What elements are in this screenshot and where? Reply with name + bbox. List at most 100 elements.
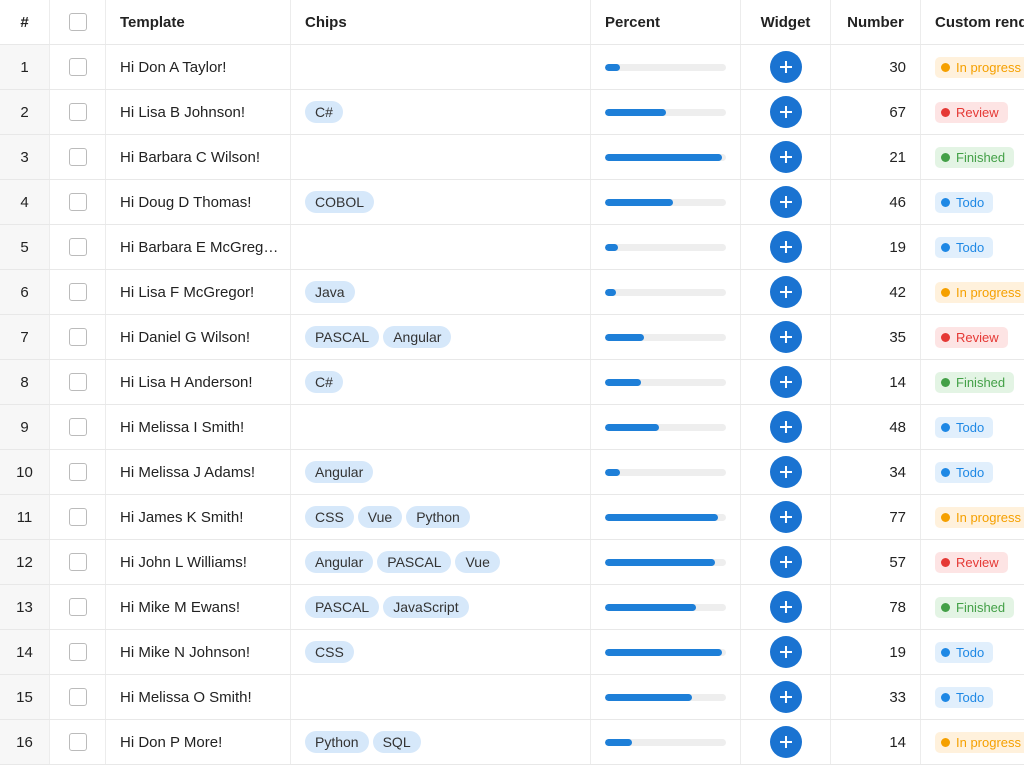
- status-cell: Todo: [921, 675, 1024, 719]
- row-checkbox[interactable]: [68, 373, 87, 391]
- table-row: 12 Hi John L Williams! Angular PASCAL Vue 57 R…: [0, 540, 1024, 585]
- header-percent[interactable]: Percent: [591, 0, 741, 44]
- header-number[interactable]: Number: [831, 0, 921, 44]
- status-badge: Todo: [935, 416, 994, 438]
- plus-icon: [779, 331, 792, 343]
- status-dot: [941, 467, 950, 477]
- number-cell: 67: [831, 90, 921, 134]
- add-button[interactable]: [769, 501, 802, 533]
- progress-bar: [605, 513, 718, 521]
- add-button[interactable]: [769, 231, 802, 263]
- status-badge: Review: [935, 326, 1008, 348]
- status-text: Todo: [956, 689, 985, 705]
- status-cell: Todo: [921, 630, 1024, 674]
- template-cell: Hi Lisa B Johnson!: [106, 90, 291, 134]
- row-checkbox[interactable]: [68, 553, 87, 571]
- chip: Python: [305, 731, 369, 753]
- row-checkbox[interactable]: [68, 418, 87, 436]
- status-badge: In progress: [935, 731, 1024, 753]
- template-text: Hi Mike M Ewans!: [120, 598, 241, 616]
- row-checkbox[interactable]: [68, 103, 87, 121]
- header-custom[interactable]: Custom renderer: [935, 13, 1024, 31]
- select-cell: [50, 135, 106, 179]
- add-button[interactable]: [769, 456, 802, 488]
- table-row: 16 Hi Don P More! Python SQL 14 In progress: [0, 720, 1024, 765]
- progress-bar: [605, 63, 620, 71]
- header-chips[interactable]: Chips: [291, 0, 591, 44]
- select-cell: [50, 585, 106, 629]
- select-cell: [50, 495, 106, 539]
- add-button[interactable]: [769, 96, 802, 128]
- progress-bar: [605, 423, 660, 431]
- number-cell: 21: [831, 135, 921, 179]
- chip: COBOL: [305, 191, 375, 213]
- row-checkbox[interactable]: [68, 598, 87, 616]
- status-badge: Todo: [935, 236, 994, 258]
- chip: Python: [406, 506, 470, 528]
- status-text: Finished: [956, 599, 1006, 615]
- template-cell: Hi Mike M Ewans!: [106, 585, 291, 629]
- status-badge: Finished: [935, 596, 1015, 618]
- status-badge: In progress: [935, 56, 1024, 78]
- add-button[interactable]: [769, 51, 802, 83]
- progress-bar: [605, 648, 723, 656]
- status-cell: Finished: [921, 135, 1024, 179]
- row-index: 16: [0, 720, 50, 764]
- add-button[interactable]: [769, 366, 802, 398]
- row-checkbox[interactable]: [68, 463, 87, 481]
- progress-track: [605, 153, 726, 161]
- add-button[interactable]: [769, 681, 802, 713]
- status-cell: Review: [921, 315, 1024, 359]
- select-all-checkbox[interactable]: [68, 13, 87, 31]
- select-cell: [50, 360, 106, 404]
- add-button[interactable]: [769, 276, 802, 308]
- status-text: Finished: [956, 374, 1006, 390]
- template-cell: Hi Lisa H Anderson!: [106, 360, 291, 404]
- row-checkbox[interactable]: [68, 238, 87, 256]
- row-index: 15: [0, 675, 50, 719]
- row-checkbox[interactable]: [68, 733, 87, 751]
- add-button[interactable]: [769, 636, 802, 668]
- progress-track: [605, 513, 726, 521]
- row-checkbox[interactable]: [68, 193, 87, 211]
- row-checkbox[interactable]: [68, 643, 87, 661]
- row-checkbox[interactable]: [68, 328, 87, 346]
- row-checkbox[interactable]: [68, 508, 87, 526]
- select-cell: [50, 315, 106, 359]
- select-cell: [50, 405, 106, 449]
- chip: SQL: [372, 731, 421, 753]
- add-button[interactable]: [769, 546, 802, 578]
- row-checkbox[interactable]: [68, 58, 87, 76]
- add-button[interactable]: [769, 726, 802, 758]
- chips-cell: PASCAL Angular: [291, 315, 591, 359]
- number-cell: 33: [831, 675, 921, 719]
- chips-cell: Java: [291, 270, 591, 314]
- chips-cell: [291, 45, 591, 89]
- status-text: In progress: [956, 509, 1022, 525]
- status-badge: Todo: [935, 641, 994, 663]
- add-button[interactable]: [769, 141, 802, 173]
- widget-cell: [741, 585, 831, 629]
- select-cell: [50, 720, 106, 764]
- chip: CSS: [305, 506, 354, 528]
- row-checkbox[interactable]: [68, 283, 87, 301]
- status-badge: In progress: [935, 281, 1024, 303]
- row-checkbox[interactable]: [68, 688, 87, 706]
- progress-track: [605, 288, 726, 296]
- progress-bar: [605, 243, 619, 251]
- add-button[interactable]: [769, 186, 802, 218]
- chips-cell: C#: [291, 90, 591, 134]
- chips-cell: [291, 405, 591, 449]
- add-button[interactable]: [769, 321, 802, 353]
- number-cell: 57: [831, 540, 921, 584]
- template-text: Hi Don A Taylor!: [120, 58, 227, 76]
- add-button[interactable]: [769, 591, 802, 623]
- header-widget[interactable]: Widget: [741, 0, 831, 44]
- header-row: # Template Chips Percent Widget Number C…: [0, 0, 1024, 45]
- row-checkbox[interactable]: [68, 148, 87, 166]
- header-template[interactable]: Template: [106, 0, 291, 44]
- plus-icon: [779, 376, 792, 388]
- status-cell: Review: [921, 90, 1024, 134]
- add-button[interactable]: [769, 411, 802, 443]
- percent-cell: [591, 45, 741, 89]
